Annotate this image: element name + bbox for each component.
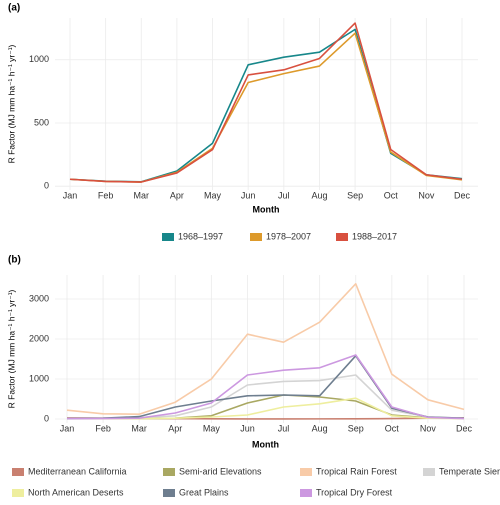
x-tick-label: Nov	[418, 190, 435, 200]
x-tick-label: May	[204, 190, 222, 200]
series-line	[66, 283, 465, 415]
legend-label: 1968–1997	[178, 231, 223, 241]
x-tick-label: Jul	[278, 190, 290, 200]
y-tick-label: 500	[34, 117, 49, 127]
x-tick-label: Aug	[312, 423, 328, 433]
x-tick-label: May	[203, 423, 221, 433]
y-tick-label: 0	[44, 181, 49, 191]
legend-swatch	[12, 489, 24, 497]
x-tick-label: Jul	[278, 423, 290, 433]
legend-label: Temperate Sierras	[439, 466, 500, 476]
x-tick-label: Dec	[454, 190, 471, 200]
x-tick-label: Aug	[311, 190, 327, 200]
x-tick-label: Feb	[95, 423, 111, 433]
legend-swatch	[12, 468, 24, 476]
x-tick-label: Apr	[170, 190, 184, 200]
x-tick-label: Apr	[168, 423, 182, 433]
legend-swatch	[250, 233, 262, 241]
series-line	[69, 32, 463, 183]
panel-label: (b)	[8, 255, 21, 266]
y-axis-title: R Factor (MJ mm ha⁻¹ h⁻¹ yr⁻¹)	[6, 289, 16, 408]
series-line	[69, 22, 463, 183]
y-axis-title: R Factor (MJ mm ha⁻¹ h⁻¹ yr⁻¹)	[6, 44, 16, 163]
legend-label: North American Deserts	[28, 487, 124, 497]
panel-label: (a)	[8, 3, 20, 14]
x-tick-label: Jan	[63, 190, 78, 200]
x-tick-label: Sep	[348, 423, 364, 433]
legend-swatch	[163, 468, 175, 476]
legend-swatch	[162, 233, 174, 241]
legend-swatch	[300, 489, 312, 497]
x-tick-label: Oct	[385, 423, 400, 433]
legend-label: Mediterranean California	[28, 466, 127, 476]
series-line	[67, 354, 465, 420]
x-tick-label: Jan	[60, 423, 75, 433]
y-tick-label: 1000	[29, 373, 49, 383]
y-tick-label: 0	[44, 413, 49, 423]
x-tick-label: Oct	[384, 190, 399, 200]
legend-label: Great Plains	[179, 487, 229, 497]
legend-label: Tropical Rain Forest	[316, 466, 397, 476]
x-tick-label: Dec	[456, 423, 473, 433]
x-tick-label: Mar	[134, 190, 150, 200]
x-tick-label: Jun	[240, 423, 255, 433]
legend-label: 1978–2007	[266, 231, 311, 241]
series-line	[66, 355, 465, 420]
y-tick-label: 3000	[29, 293, 49, 303]
series-line	[67, 394, 465, 420]
legend-swatch	[300, 468, 312, 476]
y-tick-label: 1000	[29, 54, 49, 64]
legend-swatch	[163, 489, 175, 497]
x-tick-label: Feb	[98, 190, 114, 200]
x-tick-label: Sep	[347, 190, 363, 200]
legend-swatch	[423, 468, 435, 476]
legend-swatch	[336, 233, 348, 241]
y-tick-label: 2000	[29, 333, 49, 343]
x-tick-label: Mar	[131, 423, 147, 433]
legend-label: Semi-arid Elevations	[179, 466, 262, 476]
x-tick-label: Jun	[241, 190, 256, 200]
x-axis-title: Month	[252, 439, 279, 449]
x-axis-title: Month	[253, 204, 280, 214]
legend-label: Tropical Dry Forest	[316, 487, 393, 497]
legend-label: 1988–2017	[352, 231, 397, 241]
x-tick-label: Nov	[420, 423, 437, 433]
